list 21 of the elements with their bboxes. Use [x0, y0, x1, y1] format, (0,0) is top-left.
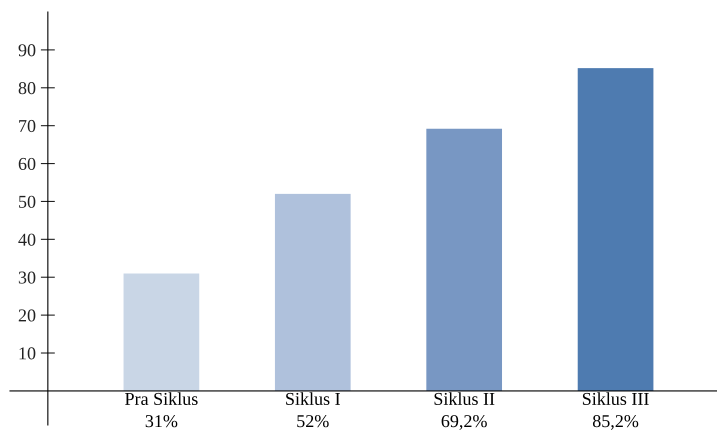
y-tick-label: 80: [18, 82, 36, 94]
x-tick-label: Siklus I: [286, 392, 340, 405]
y-tick-label: 50: [19, 196, 36, 208]
y-tick-label: 30: [18, 271, 36, 284]
data-label: 69,2%: [442, 415, 487, 430]
bar: [426, 128, 502, 391]
y-tick-label: 60: [18, 158, 36, 170]
y-tick-label: 20: [18, 309, 36, 322]
data-label: 52%: [297, 415, 329, 428]
y-tick-label: 40: [18, 234, 36, 246]
x-tick-label: Pra Siklus: [125, 392, 198, 405]
x-tick-label: Siklus III: [582, 392, 649, 405]
y-tick-label: 10: [20, 347, 36, 360]
bar: [578, 68, 654, 391]
y-tick-label: 70: [19, 120, 36, 132]
data-label: 31%: [146, 415, 178, 428]
bar: [124, 273, 200, 391]
y-tick-label: 90: [18, 44, 36, 56]
x-tick-label: Siklus II: [434, 392, 494, 405]
bar: [274, 194, 351, 391]
data-label: 85,2%: [592, 415, 638, 430]
